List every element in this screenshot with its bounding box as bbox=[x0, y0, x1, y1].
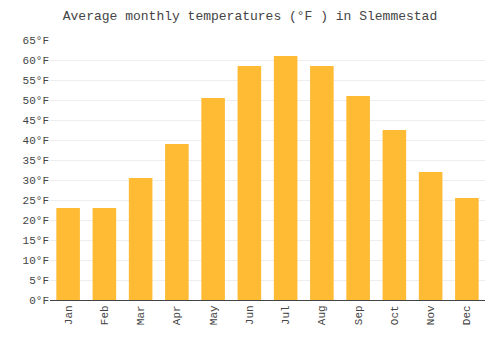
svg-text:Oct: Oct bbox=[389, 305, 401, 325]
svg-text:65°F: 65°F bbox=[23, 35, 49, 47]
svg-text:Jan: Jan bbox=[63, 305, 75, 325]
svg-text:25°F: 25°F bbox=[23, 195, 49, 207]
svg-text:0°F: 0°F bbox=[29, 295, 49, 307]
svg-text:May: May bbox=[208, 305, 220, 325]
svg-text:55°F: 55°F bbox=[23, 75, 49, 87]
svg-text:Apr: Apr bbox=[171, 305, 183, 325]
svg-text:40°F: 40°F bbox=[23, 135, 49, 147]
svg-text:35°F: 35°F bbox=[23, 155, 49, 167]
svg-text:60°F: 60°F bbox=[23, 55, 49, 67]
svg-text:Sep: Sep bbox=[353, 305, 365, 325]
svg-text:20°F: 20°F bbox=[23, 215, 49, 227]
svg-text:Average monthly temperatures (: Average monthly temperatures (°F ) in Sl… bbox=[63, 9, 437, 24]
svg-text:50°F: 50°F bbox=[23, 95, 49, 107]
svg-text:Nov: Nov bbox=[425, 305, 437, 325]
svg-text:Dec: Dec bbox=[461, 305, 473, 325]
svg-text:Jun: Jun bbox=[244, 305, 256, 325]
svg-text:Aug: Aug bbox=[316, 305, 328, 325]
svg-text:45°F: 45°F bbox=[23, 115, 49, 127]
svg-text:5°F: 5°F bbox=[29, 275, 49, 287]
svg-text:Jul: Jul bbox=[280, 305, 292, 325]
svg-text:30°F: 30°F bbox=[23, 175, 49, 187]
svg-text:10°F: 10°F bbox=[23, 255, 49, 267]
svg-text:15°F: 15°F bbox=[23, 235, 49, 247]
svg-text:Mar: Mar bbox=[135, 305, 147, 325]
svg-text:Feb: Feb bbox=[99, 305, 111, 325]
